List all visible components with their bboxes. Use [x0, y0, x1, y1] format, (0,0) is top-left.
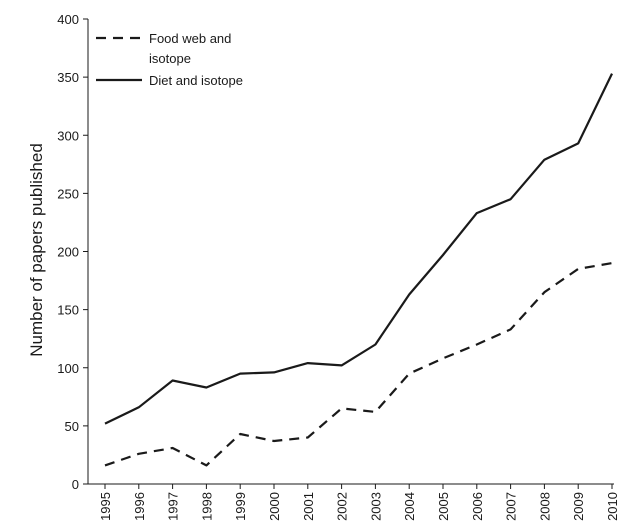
legend: Food web and isotope Diet and isotope [96, 31, 243, 88]
x-tick-label: 2003 [368, 492, 383, 521]
x-tick-label: 2000 [267, 492, 282, 521]
y-axis-title: Number of papers published [27, 143, 46, 357]
y-tick-label: 350 [57, 70, 79, 85]
x-tick-label: 2007 [504, 492, 519, 521]
x-tick-label: 2009 [571, 492, 586, 521]
x-tick-label: 2002 [335, 492, 350, 521]
y-tick-label: 400 [57, 12, 79, 27]
x-tick-label: 2005 [436, 492, 451, 521]
y-tick-label: 50 [65, 419, 79, 434]
series-line-2 [104, 73, 613, 425]
y-ticks: 0 50 100 150 200 250 300 350 400 [57, 12, 88, 492]
series-layer [104, 73, 613, 467]
legend-label-2: Diet and isotope [149, 73, 243, 88]
x-tick-label: 1998 [199, 492, 214, 521]
legend-label-1: Food web and [149, 31, 231, 46]
x-tick-label: 2006 [470, 492, 485, 521]
x-tick-label: 2004 [402, 492, 417, 521]
y-tick-label: 0 [72, 477, 79, 492]
y-tick-label: 200 [57, 245, 79, 260]
y-tick-label: 100 [57, 361, 79, 376]
x-tick-label: 2008 [537, 492, 552, 521]
legend-label-1: isotope [149, 51, 191, 66]
y-tick-label: 150 [57, 303, 79, 318]
x-ticks: 1995 1996 1997 1998 1999 2000 2001 2002 2003 2004… [98, 484, 620, 521]
y-tick-label: 250 [57, 186, 79, 201]
x-axis: 1995 1996 1997 1998 1999 2000 2001 2002 2003 2004… [88, 483, 620, 521]
x-tick-label: 1995 [98, 492, 113, 521]
x-tick-label: 2010 [605, 492, 620, 521]
x-tick-label: 1996 [132, 492, 147, 521]
x-tick-label: 1999 [233, 492, 248, 521]
x-tick-label: 2001 [301, 492, 316, 521]
y-axis: 0 50 100 150 200 250 300 350 400 [57, 12, 89, 492]
x-tick-label: 1997 [166, 492, 181, 521]
series-line-1 [104, 262, 613, 467]
y-tick-label: 300 [57, 128, 79, 143]
